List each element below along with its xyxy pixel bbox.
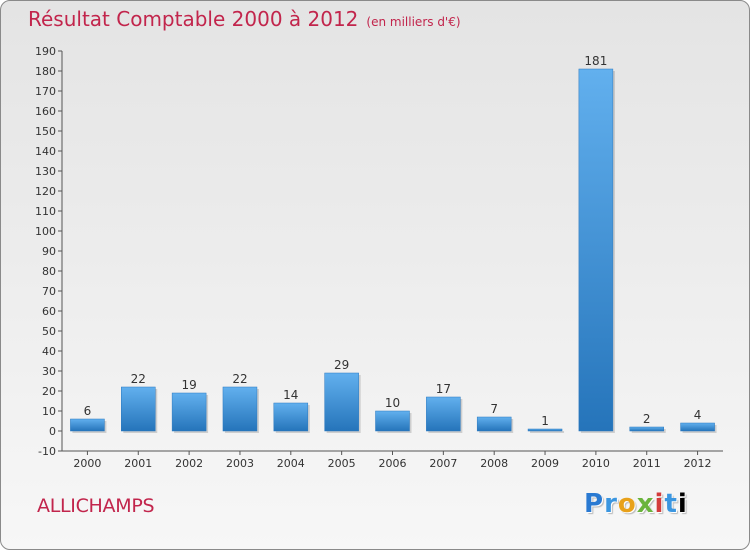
y-tick-label: 120 [35, 185, 56, 198]
bar-value-label: 2 [643, 412, 651, 426]
bar [375, 410, 410, 432]
bar-value-label: 6 [84, 404, 92, 418]
bar [629, 426, 664, 432]
proxiti-logo: Proxiti [584, 489, 688, 519]
bar [476, 416, 512, 432]
x-tick-label: 2002 [175, 457, 203, 470]
y-tick-label: 170 [35, 85, 56, 98]
y-tick-label: 0 [49, 425, 56, 438]
y-tick-label: 180 [35, 65, 56, 78]
bar-value-label: 10 [385, 396, 400, 410]
bar [426, 396, 461, 432]
logo-letter: t [664, 489, 678, 519]
logo-letter: i [654, 489, 665, 519]
x-tick-label: 2000 [73, 457, 101, 470]
bar-value-label: 7 [490, 402, 498, 416]
x-tick-label: 2001 [124, 457, 152, 470]
y-tick-label: 60 [42, 305, 56, 318]
y-tick-label: 150 [35, 125, 56, 138]
bar [171, 392, 207, 432]
bar [527, 428, 563, 432]
bar-value-label: 17 [436, 382, 451, 396]
y-tick-label: -10 [38, 445, 56, 458]
y-tick-label: 100 [35, 225, 56, 238]
chart-title: Résultat Comptable 2000 à 2012 (en millie… [28, 7, 461, 31]
x-tick-label: 2003 [226, 457, 254, 470]
y-tick-label: 30 [42, 365, 56, 378]
y-tick-label: 90 [42, 245, 56, 258]
bar-value-label: 22 [232, 372, 247, 386]
logo-letter: x [636, 489, 655, 519]
x-tick-label: 2010 [582, 457, 610, 470]
y-tick-label: 20 [42, 385, 56, 398]
y-tick-label: 190 [35, 45, 56, 58]
bar [273, 402, 309, 432]
bar [70, 418, 105, 432]
y-tick-label: 160 [35, 105, 56, 118]
y-tick-label: 140 [35, 145, 56, 158]
y-tick-label: 70 [42, 285, 56, 298]
bar-value-label: 181 [584, 54, 607, 68]
bar [680, 422, 715, 432]
bar-value-label: 1 [541, 414, 549, 428]
y-tick-label: 130 [35, 165, 56, 178]
logo-letter: o [617, 489, 637, 519]
bar-value-label: 14 [283, 388, 298, 402]
commune-name: ALLICHAMPS [37, 495, 155, 517]
x-tick-label: 2007 [429, 457, 457, 470]
bar-value-label: 22 [131, 372, 146, 386]
x-tick-label: 2008 [480, 457, 508, 470]
x-tick-label: 2009 [531, 457, 559, 470]
y-tick-label: 10 [42, 405, 56, 418]
logo-letter: P [584, 489, 605, 519]
bar-shadow [530, 431, 565, 433]
chart-title-text: Résultat Comptable 2000 à 2012 [28, 7, 359, 31]
x-tick-label: 2011 [633, 457, 661, 470]
bar [222, 386, 258, 432]
bar-value-label: 4 [694, 408, 702, 422]
bar [121, 386, 156, 432]
chart-subtitle: (en milliers d'€) [366, 15, 461, 29]
y-tick-label: 40 [42, 345, 56, 358]
logo-letter: i [677, 489, 688, 519]
bar-value-label: 19 [181, 378, 196, 392]
y-tick-label: 50 [42, 325, 56, 338]
logo-letter: r [604, 489, 618, 519]
x-tick-label: 2012 [684, 457, 712, 470]
x-tick-label: 2006 [379, 457, 407, 470]
y-tick-label: 80 [42, 265, 56, 278]
x-tick-label: 2004 [277, 457, 305, 470]
bar-value-label: 29 [334, 358, 349, 372]
bar [324, 372, 359, 432]
x-tick-label: 2005 [328, 457, 356, 470]
y-tick-label: 110 [35, 205, 56, 218]
bar [578, 68, 614, 432]
